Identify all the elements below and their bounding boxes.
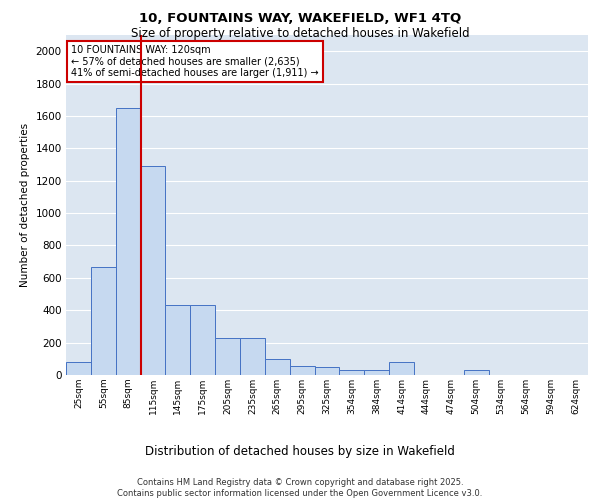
Bar (364, 370, 389, 375)
Bar (314, 367, 340, 375)
Bar (140, 166, 166, 375)
Text: Contains HM Land Registry data © Crown copyright and database right 2025.
Contai: Contains HM Land Registry data © Crown c… (118, 478, 482, 498)
Text: Size of property relative to detached houses in Wakefield: Size of property relative to detached ho… (131, 28, 469, 40)
Text: Distribution of detached houses by size in Wakefield: Distribution of detached houses by size … (145, 444, 455, 458)
Bar (215, 338, 240, 375)
Bar (265, 359, 290, 375)
Bar (190, 306, 215, 375)
Y-axis label: Number of detached properties: Number of detached properties (20, 123, 30, 287)
Text: 10, FOUNTAINS WAY, WAKEFIELD, WF1 4TQ: 10, FOUNTAINS WAY, WAKEFIELD, WF1 4TQ (139, 12, 461, 26)
Bar (91, 266, 116, 375)
Text: 10 FOUNTAINS WAY: 120sqm
← 57% of detached houses are smaller (2,635)
41% of sem: 10 FOUNTAINS WAY: 120sqm ← 57% of detach… (71, 45, 319, 78)
Bar (66, 362, 91, 375)
Bar (166, 306, 190, 375)
Bar (116, 108, 140, 375)
Bar (290, 366, 314, 375)
Bar (340, 370, 364, 375)
Bar (240, 338, 265, 375)
Bar (464, 370, 488, 375)
Bar (389, 362, 414, 375)
